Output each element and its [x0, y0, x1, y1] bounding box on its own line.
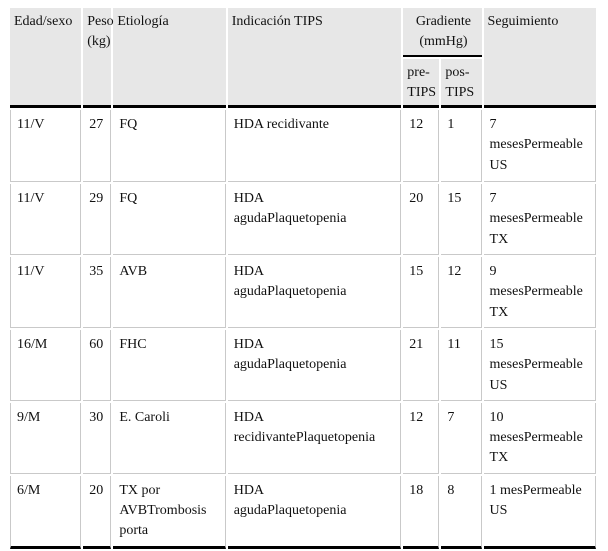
- table-row: 16/M 60 FHC HDA agudaPlaquetopenia 21 11…: [10, 329, 596, 401]
- cell-etiologia: FQ: [113, 184, 226, 256]
- header-row-main: Edad/sexo Peso (kg) Etiología Indicación…: [10, 8, 596, 109]
- cell-peso: 30: [83, 402, 112, 474]
- cell-seguimiento: 1 mesPermeable US: [483, 475, 596, 549]
- table-row: 11/V 29 FQ HDA agudaPlaquetopenia 20 15 …: [10, 184, 596, 256]
- cell-indicacion: HDA agudaPlaquetopenia: [227, 475, 402, 549]
- col-header-seguimiento: Seguimiento: [483, 8, 596, 109]
- cell-pos-tips: 7: [441, 402, 482, 474]
- cell-etiologia: AVB: [113, 257, 226, 328]
- col-header-gradiente: Gradiente (mmHg): [403, 8, 482, 57]
- table-row: 11/V 35 AVB HDA agudaPlaquetopenia 15 12…: [10, 257, 596, 328]
- table-row: 11/V 27 FQ HDA recidivante 12 1 7 mesesP…: [10, 110, 596, 183]
- cell-indicacion: HDA recidivante: [227, 110, 402, 183]
- cell-pre-tips: 12: [403, 110, 440, 183]
- cell-pre-tips: 15: [403, 257, 440, 328]
- table-header: Edad/sexo Peso (kg) Etiología Indicación…: [10, 8, 596, 109]
- cell-pos-tips: 8: [441, 475, 482, 549]
- cell-pre-tips: 18: [403, 475, 440, 549]
- cell-peso: 27: [83, 110, 112, 183]
- cell-indicacion: HDA agudaPlaquetopenia: [227, 257, 402, 328]
- cell-pre-tips: 12: [403, 402, 440, 474]
- patients-tips-table: Edad/sexo Peso (kg) Etiología Indicación…: [8, 6, 598, 551]
- cell-pre-tips: 20: [403, 184, 440, 256]
- cell-indicacion: HDA recidivantePlaquetopenia: [227, 402, 402, 474]
- cell-edad-sexo: 11/V: [10, 184, 82, 256]
- col-header-pos-tips: pos- TIPS: [441, 58, 482, 109]
- header-row-sub: pre- TIPS pos- TIPS: [10, 58, 596, 109]
- cell-peso: 29: [83, 184, 112, 256]
- cell-edad-sexo: 16/M: [10, 329, 82, 401]
- cell-peso: 60: [83, 329, 112, 401]
- cell-etiologia: FHC: [113, 329, 226, 401]
- table-body: 11/V 27 FQ HDA recidivante 12 1 7 mesesP…: [10, 110, 596, 549]
- table-row: 9/M 30 E. Caroli HDA recidivantePlaqueto…: [10, 402, 596, 474]
- cell-seguimiento: 15 mesesPermeable US: [483, 329, 596, 401]
- cell-etiologia: E. Caroli: [113, 402, 226, 474]
- table-row: 6/M 20 TX por AVBTrombosis porta HDA agu…: [10, 475, 596, 549]
- cell-pos-tips: 15: [441, 184, 482, 256]
- cell-seguimiento: 10 mesesPermeable TX: [483, 402, 596, 474]
- cell-etiologia: TX por AVBTrombosis porta: [113, 475, 226, 549]
- cell-peso: 35: [83, 257, 112, 328]
- cell-edad-sexo: 9/M: [10, 402, 82, 474]
- cell-edad-sexo: 11/V: [10, 257, 82, 328]
- col-header-edad-sexo: Edad/sexo: [10, 8, 82, 109]
- cell-edad-sexo: 11/V: [10, 110, 82, 183]
- cell-pre-tips: 21: [403, 329, 440, 401]
- cell-edad-sexo: 6/M: [10, 475, 82, 549]
- cell-pos-tips: 12: [441, 257, 482, 328]
- cell-peso: 20: [83, 475, 112, 549]
- cell-seguimiento: 7 mesesPermeable US: [483, 110, 596, 183]
- cell-seguimiento: 9 mesesPermeable TX: [483, 257, 596, 328]
- cell-seguimiento: 7 mesesPermeable TX: [483, 184, 596, 256]
- cell-indicacion: HDA agudaPlaquetopenia: [227, 329, 402, 401]
- cell-etiologia: FQ: [113, 110, 226, 183]
- cell-pos-tips: 11: [441, 329, 482, 401]
- col-header-etiologia: Etiología: [113, 8, 226, 109]
- cell-pos-tips: 1: [441, 110, 482, 183]
- col-header-pre-tips: pre- TIPS: [403, 58, 440, 109]
- col-header-indicacion-tips: Indicación TIPS: [227, 8, 402, 109]
- cell-indicacion: HDA agudaPlaquetopenia: [227, 184, 402, 256]
- col-header-peso: Peso (kg): [83, 8, 114, 109]
